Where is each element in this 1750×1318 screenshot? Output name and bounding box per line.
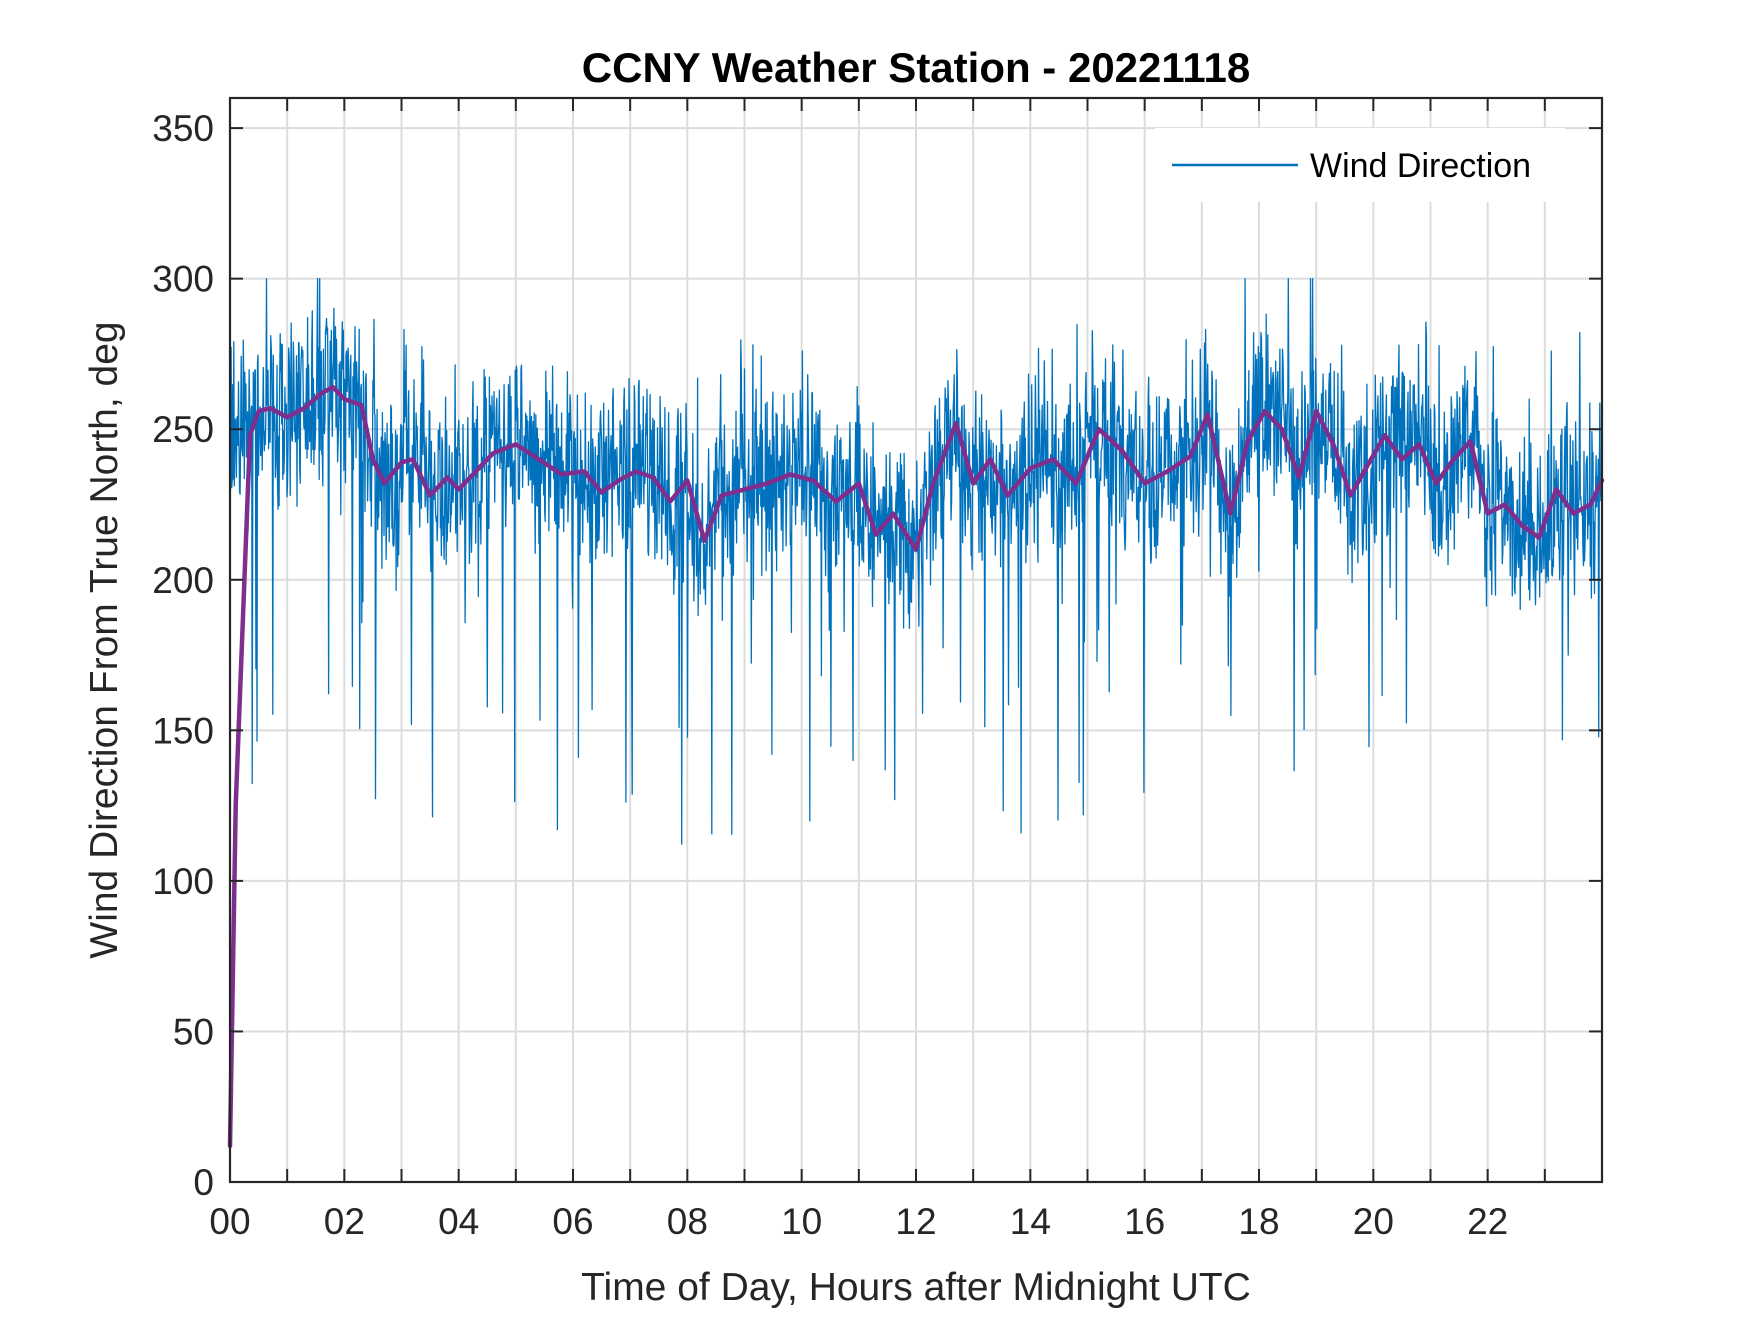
y-tick-label: 250 [152, 409, 214, 450]
y-tick-label: 350 [152, 108, 214, 149]
y-axis-label: Wind Direction From True North, deg [83, 321, 126, 958]
x-tick-label: 00 [209, 1201, 250, 1242]
x-tick-label: 12 [895, 1201, 936, 1242]
x-tick-label: 10 [781, 1201, 822, 1242]
x-tick-label: 08 [667, 1201, 708, 1242]
tick-marks [229, 98, 1602, 1183]
y-tick-label: 100 [152, 861, 214, 902]
legend-label-wind-direction: Wind Direction [1310, 147, 1531, 185]
y-tick-labels: 0 50 100 150 200 250 300 350 [152, 108, 214, 1203]
y-tick-label: 50 [173, 1011, 214, 1052]
series-wind-direction-line [230, 278, 1602, 845]
x-tick-labels: 00 02 04 06 08 10 12 14 16 18 20 22 [209, 1201, 1508, 1242]
x-tick-label: 22 [1467, 1201, 1508, 1242]
x-axis-label: Time of Day, Hours after Midnight UTC [581, 1266, 1251, 1309]
y-tick-label: 150 [152, 710, 214, 751]
y-tick-label: 300 [152, 259, 214, 300]
chart-title: CCNY Weather Station - 20221118 [582, 44, 1250, 91]
x-tick-label: 20 [1353, 1201, 1394, 1242]
x-tick-label: 02 [324, 1201, 365, 1242]
series-running-mean-line [227, 384, 1605, 1149]
x-tick-label: 06 [552, 1201, 593, 1242]
y-tick-label: 200 [152, 560, 214, 601]
x-tick-label: 18 [1238, 1201, 1279, 1242]
x-tick-label: 04 [438, 1201, 479, 1242]
mean-series-layer [227, 384, 1605, 1149]
legend: Wind Direction [1155, 128, 1565, 202]
y-tick-label: 0 [193, 1162, 214, 1203]
x-tick-label: 16 [1124, 1201, 1165, 1242]
x-tick-label: 14 [1010, 1201, 1051, 1242]
raw-series-layer [230, 278, 1602, 845]
